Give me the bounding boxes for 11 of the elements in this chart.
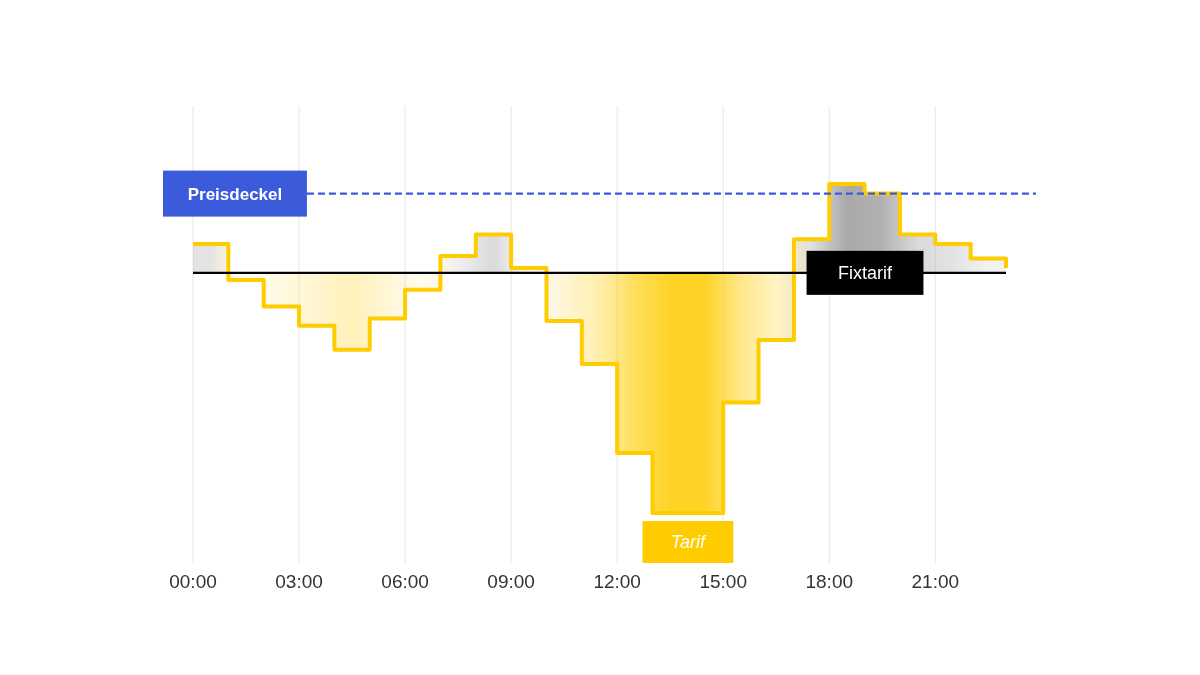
x-tick-label: 09:00: [487, 570, 535, 592]
x-tick-label: 18:00: [805, 570, 854, 592]
ref-line-label: Fixtarif: [838, 262, 893, 283]
x-tick-label: 06:00: [381, 570, 429, 592]
x-tick-label: 03:00: [275, 570, 323, 592]
series-label: Tarif: [670, 532, 708, 552]
x-tick-label: 12:00: [593, 570, 641, 592]
x-tick-label: 00:00: [169, 570, 217, 592]
ref-line-label: Preisdeckel: [187, 184, 283, 204]
x-tick-label: 15:00: [699, 570, 747, 592]
x-tick-label: 21:00: [911, 570, 960, 592]
